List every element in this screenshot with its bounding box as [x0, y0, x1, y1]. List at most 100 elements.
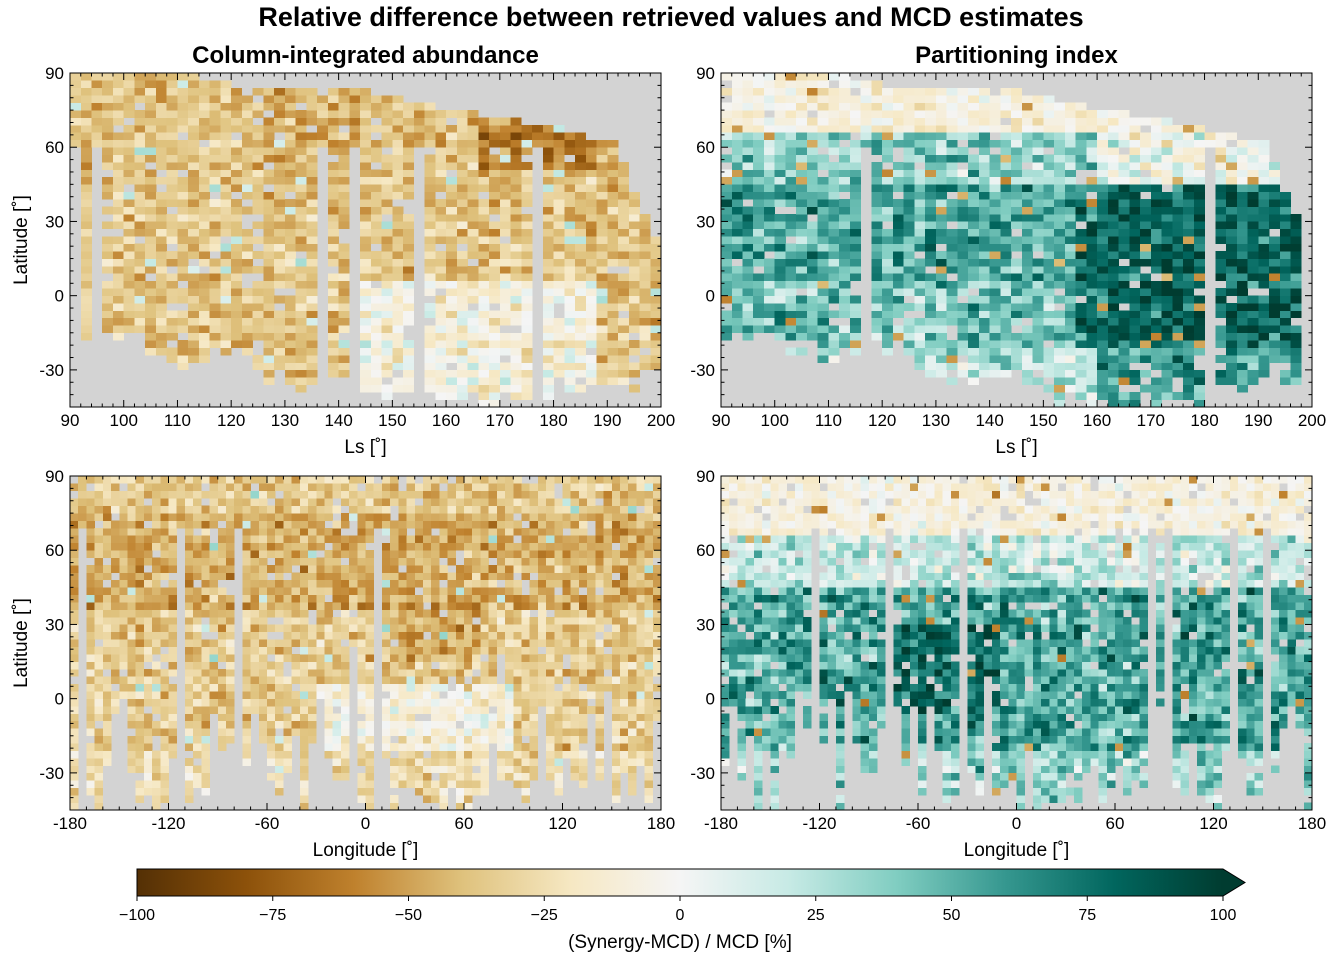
- heatmap-cell: [295, 325, 307, 334]
- heatmap-cell: [1150, 236, 1162, 245]
- heatmap-cell: [152, 513, 161, 521]
- heatmap-cell: [188, 347, 200, 356]
- heatmap-cell: [946, 355, 958, 363]
- heatmap-cell: [1011, 117, 1023, 126]
- heatmap-cell: [283, 735, 292, 744]
- heatmap-cell: [639, 228, 651, 237]
- heatmap-cell: [806, 199, 819, 207]
- heatmap-cell: [198, 162, 210, 170]
- heatmap-cell: [510, 236, 522, 245]
- heatmap-cell: [284, 340, 296, 348]
- heatmap-cell: [914, 303, 926, 311]
- heatmap-cell: [1043, 206, 1055, 215]
- heatmap-cell: [134, 251, 146, 259]
- heatmap-cell: [1215, 139, 1227, 148]
- heatmap-cell: [742, 184, 754, 193]
- heatmap-cell: [231, 154, 243, 163]
- heatmap-cell: [1011, 162, 1023, 170]
- heatmap-cell: [1129, 124, 1141, 133]
- heatmap-cell: [166, 332, 178, 341]
- heatmap-cell: [1021, 369, 1033, 378]
- heatmap-cell: [435, 310, 447, 319]
- heatmap-cell: [201, 602, 210, 610]
- heatmap-cell: [217, 624, 227, 633]
- heatmap-cell: [521, 377, 533, 386]
- heatmap-cell: [94, 557, 104, 566]
- heatmap-cell: [299, 557, 309, 566]
- heatmap-cell: [1043, 154, 1055, 163]
- heatmap-cell: [258, 706, 268, 714]
- heatmap-cell: [1107, 199, 1119, 207]
- heatmap-cell: [327, 280, 339, 289]
- heatmap-cell: [324, 550, 333, 558]
- heatmap-cell: [217, 594, 227, 603]
- heatmap-cell: [295, 169, 307, 178]
- heatmap-cell: [553, 124, 565, 133]
- heatmap-cell: [1215, 147, 1227, 155]
- heatmap-cell: [628, 288, 640, 296]
- heatmap-cell: [291, 661, 301, 670]
- heatmap-cell: [596, 340, 608, 348]
- heatmap-cell: [456, 347, 468, 356]
- heatmap-cell: [119, 631, 128, 640]
- heatmap-cell: [70, 565, 79, 573]
- heatmap-cell: [871, 169, 883, 178]
- heatmap-cell: [989, 362, 1001, 371]
- heatmap-cell: [575, 258, 587, 267]
- heatmap-cell: [521, 340, 533, 348]
- y-tick-label: 0: [706, 287, 715, 306]
- heatmap-cell: [806, 191, 819, 200]
- heatmap-cell: [295, 154, 307, 163]
- heatmap-cell: [201, 565, 210, 573]
- heatmap-cell: [1075, 110, 1087, 118]
- heatmap-cell: [456, 228, 468, 237]
- heatmap-cell: [731, 184, 743, 193]
- heatmap-cell: [1129, 377, 1141, 386]
- heatmap-cell: [1118, 199, 1130, 207]
- heatmap-cell: [424, 384, 436, 393]
- heatmap-cell: [145, 243, 157, 252]
- heatmap-cell: [306, 236, 318, 245]
- heatmap-cell: [753, 214, 765, 222]
- x-tick-label: 200: [1298, 411, 1326, 430]
- heatmap-cell: [135, 735, 145, 744]
- heatmap-cell: [774, 154, 786, 163]
- heatmap-cell: [1236, 243, 1248, 252]
- heatmap-cell: [102, 624, 112, 633]
- heatmap-cell: [731, 325, 743, 334]
- heatmap-cell: [250, 505, 260, 514]
- heatmap-cell: [252, 236, 264, 245]
- heatmap-cell: [564, 169, 576, 178]
- heatmap-cell: [177, 154, 189, 163]
- heatmap-cell: [1150, 214, 1162, 222]
- heatmap-cell: [145, 139, 157, 148]
- heatmap-cell: [209, 295, 221, 304]
- heatmap-cell: [306, 347, 318, 356]
- heatmap-cell: [510, 310, 522, 319]
- heatmap-cell: [1011, 102, 1023, 111]
- heatmap-cell: [1215, 162, 1227, 170]
- heatmap-cell: [217, 483, 227, 492]
- heatmap-cell: [324, 661, 333, 670]
- heatmap-cell: [925, 317, 937, 326]
- heatmap-cell: [327, 169, 339, 178]
- heatmap-cell: [1075, 355, 1087, 363]
- heatmap-cell: [338, 87, 350, 96]
- heatmap-cell: [1140, 228, 1152, 237]
- heatmap-cell: [177, 95, 189, 103]
- heatmap-cell: [806, 117, 819, 126]
- heatmap-cell: [274, 340, 286, 348]
- heatmap-cell: [102, 676, 112, 685]
- heatmap-cell: [295, 132, 307, 141]
- heatmap-cell: [957, 243, 969, 252]
- heatmap-cell: [489, 176, 501, 185]
- heatmap-cell: [198, 347, 210, 356]
- heatmap-cell: [308, 513, 317, 521]
- heatmap-cell: [731, 206, 743, 215]
- heatmap-cell: [1161, 303, 1173, 311]
- heatmap-cell: [957, 369, 969, 378]
- heatmap-cell: [201, 676, 210, 685]
- heatmap-cell: [155, 154, 168, 163]
- heatmap-cell: [177, 199, 189, 207]
- heatmap-cell: [145, 176, 157, 185]
